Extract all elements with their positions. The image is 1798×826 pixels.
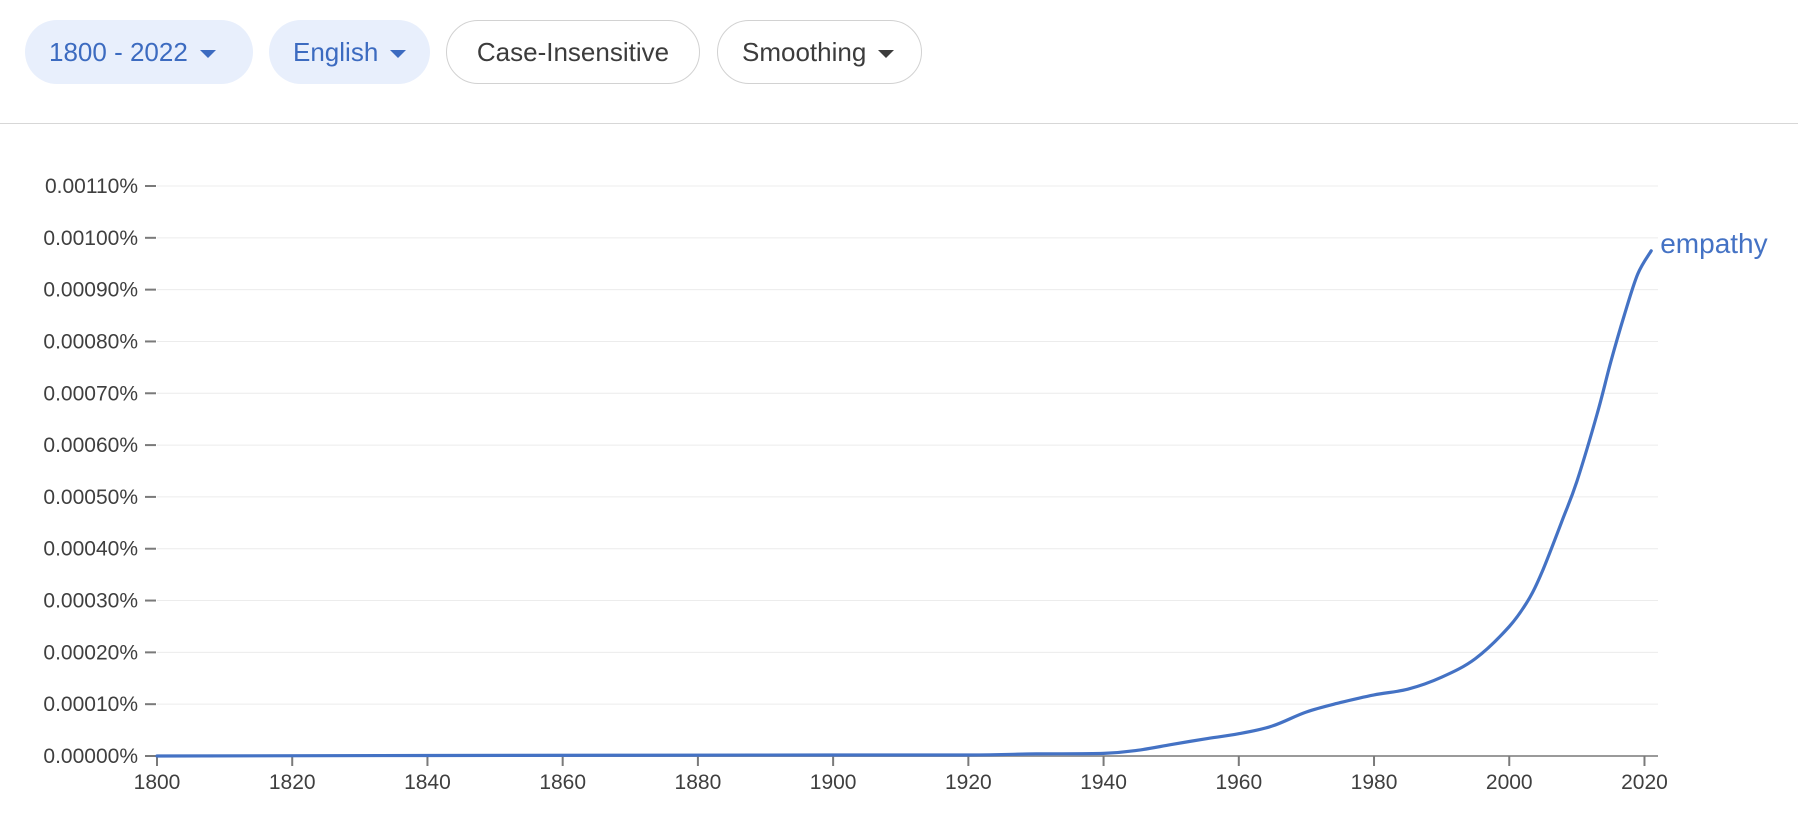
case-insensitive-toggle[interactable]: Case-Insensitive — [446, 20, 700, 84]
x-tick-label: 1800 — [134, 771, 181, 794]
y-tick-label: 0.00070% — [43, 382, 138, 405]
x-tick-label: 1820 — [269, 771, 316, 794]
y-tick-label: 0.00060% — [43, 434, 138, 457]
x-tick-label: 1900 — [810, 771, 857, 794]
grid-lines — [157, 185, 1658, 705]
x-tick-label: 2000 — [1486, 771, 1533, 794]
y-tick-label: 0.00000% — [43, 745, 138, 768]
x-tick-label: 1840 — [404, 771, 451, 794]
y-tick-label: 0.00090% — [43, 279, 138, 302]
series-layer: empathy — [155, 228, 1768, 758]
y-tick-label: 0.00050% — [43, 486, 138, 509]
line-chart: 0.00000% 0.00010% 0.00020% 0.00030% 0.00040%… — [43, 175, 1768, 794]
y-tick-label: 0.00020% — [43, 641, 138, 664]
x-tick-label: 1920 — [945, 771, 992, 794]
date-range-dropdown[interactable]: 1800 - 2022 — [25, 20, 253, 84]
y-tick-label: 0.00040% — [43, 538, 138, 561]
corpus-dropdown[interactable]: English — [269, 20, 430, 84]
toolbar: 1800 - 2022 English Case-Insensitive Smo… — [0, 0, 1798, 124]
date-range-label: 1800 - 2022 — [49, 36, 188, 67]
y-tick-label: 0.00110% — [45, 175, 138, 198]
x-tick-label: 1940 — [1080, 771, 1127, 794]
x-axis: 1800 1820 1840 1860 1880 1900 1920 1940 1960 1980… — [134, 755, 1668, 794]
x-tick-label: 1860 — [539, 771, 586, 794]
x-tick-label: 1960 — [1215, 771, 1262, 794]
corpus-label: English — [293, 36, 379, 67]
chevron-down-icon — [878, 50, 895, 58]
smoothing-label: Smoothing — [742, 36, 867, 67]
smoothing-dropdown[interactable]: Smoothing — [717, 20, 922, 84]
chevron-down-icon — [390, 50, 407, 58]
case-insensitive-label: Case-Insensitive — [476, 36, 670, 67]
y-tick-label: 0.00080% — [43, 330, 138, 353]
x-tick-label: 1880 — [675, 771, 722, 794]
y-tick-label: 0.00100% — [43, 227, 138, 250]
y-tick-label: 0.00010% — [43, 693, 138, 716]
y-axis: 0.00000% 0.00010% 0.00020% 0.00030% 0.00040%… — [43, 175, 156, 768]
x-tick-label: 1980 — [1351, 771, 1398, 794]
series-label-empathy[interactable]: empathy — [1660, 228, 1767, 259]
x-tick-label: 2020 — [1621, 771, 1668, 794]
y-tick-label: 0.00030% — [43, 590, 138, 613]
series-line-empathy[interactable] — [155, 249, 1653, 758]
chevron-down-icon — [199, 50, 216, 58]
